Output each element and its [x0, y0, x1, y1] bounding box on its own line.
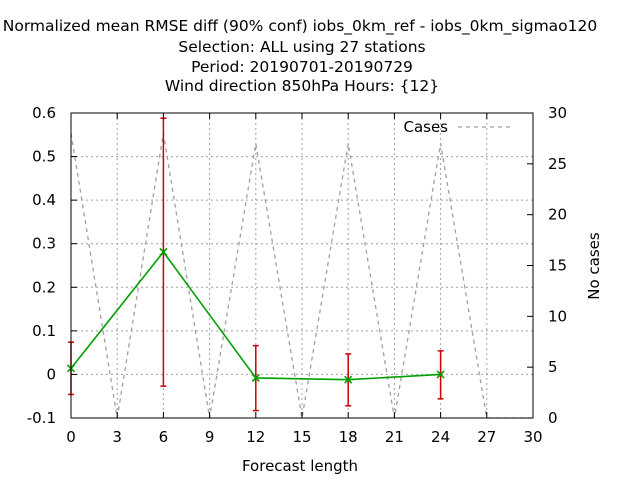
- x-tick-label: 27: [477, 428, 496, 446]
- ticks: 0 3 6 9 12 15 18 21 24 27 30 -0.1 0 0.1 0.2 0.3 0.4 0.5 0.…: [27, 104, 567, 446]
- data-point-marker: [344, 375, 353, 384]
- cases-line: [70, 133, 533, 419]
- marker-stroke: [344, 375, 353, 384]
- x-tick-label: 3: [112, 428, 122, 446]
- title-line-1: Normalized mean RMSE diff (90% conf) iob…: [3, 17, 598, 36]
- grid: [71, 113, 533, 418]
- y2-tick-label: 15: [548, 257, 567, 275]
- x-tick-label: 12: [246, 428, 265, 446]
- title-line-3: Period: 20190701-20190729: [191, 58, 413, 76]
- x-tick-label: 30: [523, 428, 542, 446]
- y2-tick-label: 30: [548, 104, 567, 122]
- marker-stroke: [436, 370, 445, 379]
- chart-title: Normalized mean RMSE diff (90% conf) iob…: [3, 17, 598, 95]
- x-tick-label: 6: [159, 428, 169, 446]
- y-tick-label: 0.4: [32, 191, 56, 209]
- data-point-marker: [159, 247, 168, 257]
- legend-label-cases: Cases: [403, 118, 448, 136]
- y-tick-label: 0.6: [32, 104, 56, 122]
- x-tick-label: 9: [205, 428, 215, 446]
- y-tick-label: 0.2: [32, 278, 56, 296]
- cases-series: [70, 133, 533, 419]
- y-tick-label: 0.3: [32, 235, 56, 253]
- data-point-marker: [436, 370, 445, 379]
- marker-stroke: [159, 247, 168, 257]
- title-line-4: Wind direction 850hPa Hours: {12}: [165, 77, 439, 95]
- legend: Cases: [403, 118, 511, 136]
- y2-tick-label: 0: [548, 409, 558, 427]
- y2-axis-title: No cases: [585, 232, 603, 300]
- x-tick-label: 0: [66, 428, 76, 446]
- y-tick-label: 0.5: [32, 148, 56, 166]
- y2-tick-label: 5: [548, 358, 558, 376]
- title-line-2: Selection: ALL using 27 stations: [178, 38, 425, 56]
- y-tick-label: 0: [46, 365, 56, 383]
- x-tick-label: 18: [339, 428, 358, 446]
- marker-stroke: [251, 373, 260, 382]
- x-tick-label: 21: [385, 428, 404, 446]
- y2-tick-label: 10: [548, 307, 567, 325]
- data-point-marker: [251, 373, 260, 382]
- x-tick-label: 15: [292, 428, 311, 446]
- y2-tick-label: 25: [548, 155, 567, 173]
- y-tick-label: -0.1: [27, 409, 56, 427]
- x-tick-label: 24: [431, 428, 450, 446]
- y-tick-label: 0.1: [32, 322, 56, 340]
- y2-tick-label: 20: [548, 206, 567, 224]
- rmse-diff-series: [66, 247, 445, 384]
- x-axis-title: Forecast length: [242, 457, 358, 475]
